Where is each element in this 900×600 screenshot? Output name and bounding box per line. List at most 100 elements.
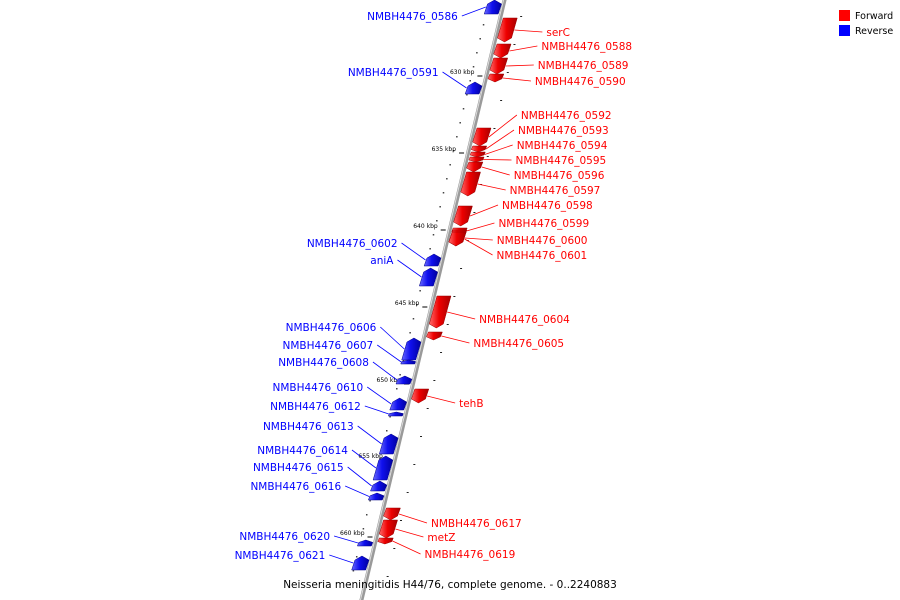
gene-nmbh4476-0592-arrow[interactable]	[472, 127, 492, 147]
gene-label-nmbh4476-0617[interactable]: NMBH4476_0617	[431, 518, 522, 530]
gene-nmbh4476-0616-arrow[interactable]	[367, 492, 385, 501]
gene-label-nmbh4476-0605[interactable]: NMBH4476_0605	[473, 338, 564, 350]
gene-nmbh4476-0621-arrow[interactable]	[351, 555, 370, 571]
gene-nmbh4476-0586-arrow[interactable]	[483, 0, 502, 15]
gene-label-nmbh4476-0590[interactable]: NMBH4476_0590	[535, 76, 626, 88]
gene-label-nmbh4476-0596[interactable]: NMBH4476_0596	[514, 170, 605, 182]
minor-tick-dot	[462, 108, 465, 110]
scale-tick-label: 635 kbp	[432, 146, 457, 153]
gene-ania-arrow[interactable]	[419, 267, 438, 287]
gene-nmbh4476-0589-arrow[interactable]	[489, 57, 509, 75]
gene-serc-arrow[interactable]	[497, 17, 518, 43]
gene-nmbh4476-0593-leader	[485, 129, 515, 150]
minor-tick-dot	[402, 360, 405, 362]
gene-nmbh4476-0607-arrow[interactable]	[400, 359, 417, 365]
gene-label-nmbh4476-0601[interactable]: NMBH4476_0601	[497, 250, 588, 262]
minor-tick-dot	[355, 556, 358, 558]
minor-tick-dot	[426, 408, 429, 409]
gene-nmbh4476-0614-arrow[interactable]	[372, 455, 394, 481]
gene-nmbh4476-0594-arrow[interactable]	[469, 151, 486, 158]
minor-tick-dot	[369, 500, 371, 502]
gene-nmbh4476-0601-leader	[464, 238, 493, 256]
minor-tick-dot	[396, 388, 398, 390]
gene-nmbh4476-0590-arrow[interactable]	[487, 73, 505, 83]
gene-nmbh4476-0619-leader	[392, 540, 421, 555]
gene-label-nmbh4476-0594[interactable]: NMBH4476_0594	[517, 140, 608, 152]
minor-tick-dot	[399, 520, 402, 521]
gene-label-nmbh4476-0592[interactable]: NMBH4476_0592	[521, 110, 612, 122]
gene-tehb-arrow[interactable]	[411, 388, 430, 404]
gene-label-nmbh4476-0602[interactable]: NMBH4476_0602	[307, 238, 398, 250]
gene-nmbh4476-0620-arrow[interactable]	[356, 539, 374, 547]
gene-nmbh4476-0598-leader	[469, 204, 499, 217]
gene-nmbh4476-0597-arrow[interactable]	[460, 171, 481, 197]
gene-label-nmbh4476-0613[interactable]: NMBH4476_0613	[263, 421, 354, 433]
gene-label-nmbh4476-0586[interactable]: NMBH4476_0586	[367, 11, 458, 23]
gene-label-nmbh4476-0600[interactable]: NMBH4476_0600	[497, 235, 588, 247]
minor-tick-dot	[442, 192, 445, 194]
gene-nmbh4476-0612-leader	[364, 405, 389, 415]
gene-metz-arrow[interactable]	[378, 519, 398, 539]
minor-tick-dot	[469, 80, 471, 82]
gene-label-nmbh4476-0620[interactable]: NMBH4476_0620	[239, 531, 330, 543]
minor-tick-dot	[466, 94, 468, 96]
gene-label-nmbh4476-0595[interactable]: NMBH4476_0595	[515, 155, 606, 167]
gene-label-nmbh4476-0615[interactable]: NMBH4476_0615	[253, 462, 344, 474]
gene-nmbh4476-0593-arrow[interactable]	[470, 145, 488, 153]
gene-label-ania[interactable]: aniA	[370, 255, 394, 267]
gene-label-tehb[interactable]: tehB	[459, 398, 483, 410]
gene-label-nmbh4476-0599[interactable]: NMBH4476_0599	[498, 218, 589, 230]
gene-label-nmbh4476-0606[interactable]: NMBH4476_0606	[286, 322, 377, 334]
gene-label-nmbh4476-0616[interactable]: NMBH4476_0616	[250, 481, 341, 493]
gene-nmbh4476-0617-arrow[interactable]	[383, 507, 401, 521]
gene-label-nmbh4476-0589[interactable]: NMBH4476_0589	[538, 60, 629, 72]
gene-label-nmbh4476-0619[interactable]: NMBH4476_0619	[425, 549, 516, 561]
minor-tick-dot	[393, 548, 396, 549]
minor-tick-dot	[506, 72, 509, 73]
gene-label-nmbh4476-0588[interactable]: NMBH4476_0588	[541, 41, 632, 53]
gene-label-metz[interactable]: metZ	[427, 532, 455, 544]
scale-tick-label: 660 kbp	[340, 530, 365, 537]
gene-label-nmbh4476-0598[interactable]: NMBH4476_0598	[502, 200, 593, 212]
gene-nmbh4476-0621-leader	[329, 554, 354, 564]
gene-label-nmbh4476-0621[interactable]: NMBH4476_0621	[235, 550, 326, 562]
gene-label-nmbh4476-0610[interactable]: NMBH4476_0610	[272, 382, 363, 394]
gene-nmbh4476-0612-arrow[interactable]	[387, 411, 404, 417]
gene-label-nmbh4476-0591[interactable]: NMBH4476_0591	[348, 67, 439, 79]
gene-nmbh4476-0608-arrow[interactable]	[395, 375, 413, 385]
gene-nmbh4476-0605-arrow[interactable]	[426, 331, 443, 341]
gene-nmbh4476-0595-arrow[interactable]	[468, 156, 485, 163]
gene-nmbh4476-0604-arrow[interactable]	[429, 295, 452, 329]
minor-tick-dot	[513, 44, 516, 45]
gene-nmbh4476-0596-arrow[interactable]	[466, 161, 484, 173]
gene-nmbh4476-0594-leader	[484, 144, 513, 155]
gene-label-nmbh4476-0597[interactable]: NMBH4476_0597	[510, 185, 601, 197]
gene-nmbh4476-0601-arrow[interactable]	[448, 231, 467, 247]
minor-tick-dot	[452, 150, 455, 152]
gene-nmbh4476-0619-arrow[interactable]	[377, 537, 394, 545]
gene-nmbh4476-0607-leader	[376, 344, 402, 363]
gene-nmbh4476-0591-leader	[442, 71, 467, 89]
gene-nmbh4476-0588-arrow[interactable]	[493, 43, 512, 59]
gene-label-nmbh4476-0593[interactable]: NMBH4476_0593	[518, 125, 609, 137]
gene-nmbh4476-0589-leader	[505, 64, 534, 67]
gene-nmbh4476-0591-arrow[interactable]	[464, 81, 483, 95]
gene-label-nmbh4476-0607[interactable]: NMBH4476_0607	[283, 340, 374, 352]
gene-nmbh4476-0602-arrow[interactable]	[423, 253, 442, 267]
gene-nmbh4476-0616-leader	[344, 485, 370, 497]
gene-metz-leader	[395, 528, 424, 538]
gene-label-nmbh4476-0608[interactable]: NMBH4476_0608	[278, 357, 369, 369]
gene-label-nmbh4476-0612[interactable]: NMBH4476_0612	[270, 401, 361, 413]
gene-nmbh4476-0598-arrow[interactable]	[453, 205, 473, 227]
scale-tick-label: 640 kbp	[413, 223, 438, 230]
minor-tick-dot	[459, 122, 461, 124]
minor-tick-dot	[456, 136, 458, 138]
gene-label-nmbh4476-0614[interactable]: NMBH4476_0614	[257, 445, 348, 457]
minor-tick-dot	[413, 464, 416, 465]
gene-nmbh4476-0610-arrow[interactable]	[389, 397, 407, 411]
gene-label-serc[interactable]: serC	[546, 27, 570, 39]
gene-nmbh4476-0615-arrow[interactable]	[370, 480, 388, 492]
gene-nmbh4476-0613-arrow[interactable]	[378, 433, 399, 455]
gene-label-nmbh4476-0604[interactable]: NMBH4476_0604	[479, 314, 570, 326]
